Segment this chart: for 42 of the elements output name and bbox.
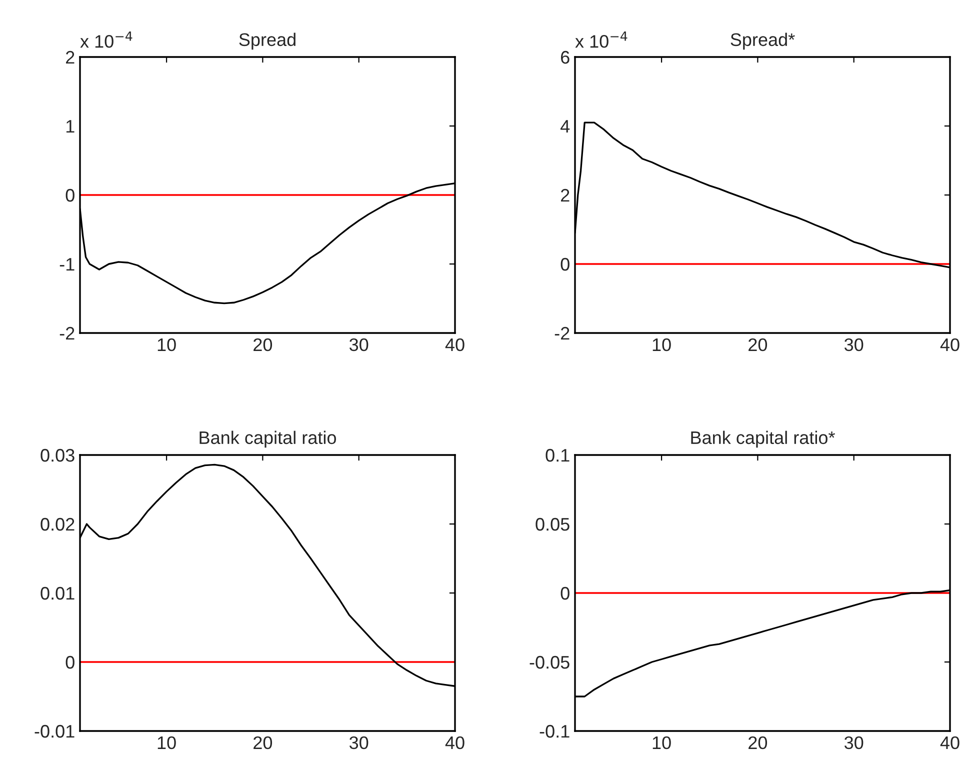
- x-tick-label: 20: [748, 338, 768, 352]
- y-tick-label: -0.01: [34, 724, 74, 738]
- y-tick-label: -1: [60, 258, 74, 271]
- y-tick-label: 2: [66, 50, 74, 64]
- y-tick-label: 0: [66, 656, 74, 669]
- x-tick-label: 10: [652, 338, 671, 352]
- y-tick-label: 0: [66, 188, 74, 202]
- y-tick-label: 0.02: [40, 518, 74, 531]
- y-tick-label: 0.03: [40, 448, 74, 462]
- x-tick-label: 20: [254, 338, 272, 352]
- x-tick-label: 30: [349, 736, 368, 750]
- x-tick-label: 30: [349, 338, 368, 352]
- y-tick-label: 0.01: [40, 586, 74, 600]
- y-tick-label: -0.1: [540, 724, 570, 738]
- chart-title: Spread*: [730, 32, 795, 50]
- y-tick-label: 0: [560, 586, 570, 600]
- x-tick-label: 40: [445, 338, 464, 352]
- y-tick-label: 0: [560, 258, 570, 271]
- text: x 10$^{−4}$: [80, 31, 132, 48]
- text: x 10$^{−4}$: [575, 31, 628, 48]
- y-tick-label: -2: [60, 326, 74, 340]
- y-tick-label: 2: [561, 188, 570, 202]
- y-tick-label: 6: [561, 50, 570, 64]
- x-tick-label: 40: [445, 736, 464, 750]
- y-tick-label: 0.1: [546, 448, 570, 462]
- chart-title: Bank capital ratio*: [691, 430, 835, 448]
- chart-title: Spread: [239, 32, 296, 50]
- x-tick-label: 10: [158, 338, 176, 352]
- y-tick-label: 4: [560, 120, 570, 133]
- x-tick-label: 10: [158, 736, 176, 750]
- x-tick-label: 20: [748, 736, 768, 750]
- y-tick-label: 1: [66, 120, 74, 133]
- x-tick-label: 40: [940, 736, 960, 750]
- y-tick-label: -2: [554, 326, 570, 340]
- chart-title: Bank capital ratio: [200, 430, 336, 448]
- y-tick-label: 0.05: [536, 518, 570, 531]
- x-tick-label: 30: [844, 338, 864, 352]
- x-tick-label: 20: [254, 736, 272, 750]
- x-tick-label: 30: [844, 736, 864, 750]
- y-tick-label: -0.05: [530, 656, 570, 669]
- x-tick-label: 10: [652, 736, 671, 750]
- x-tick-label: 40: [940, 338, 960, 352]
